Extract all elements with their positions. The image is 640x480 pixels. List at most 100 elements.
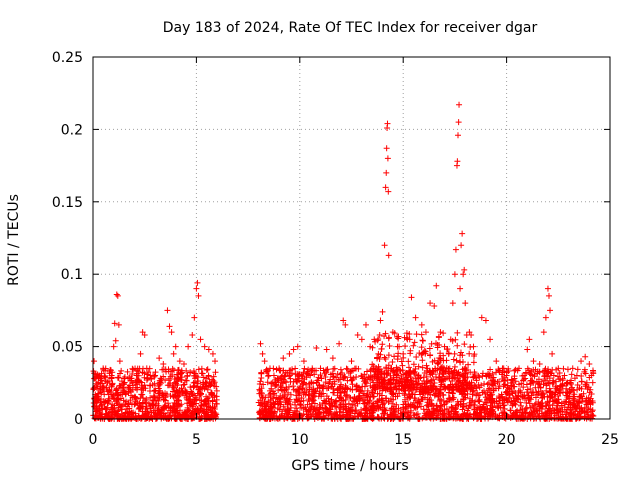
data-point xyxy=(328,402,335,409)
data-point xyxy=(121,374,128,381)
data-point xyxy=(543,382,550,389)
data-point xyxy=(480,407,487,414)
data-point xyxy=(283,399,290,406)
data-point xyxy=(487,391,494,398)
data-point xyxy=(437,350,444,357)
data-point xyxy=(415,363,422,370)
data-point xyxy=(164,307,171,314)
y-axis-label: ROTI / TECUs xyxy=(6,194,22,286)
data-point xyxy=(407,350,414,357)
data-point xyxy=(571,401,578,408)
data-point xyxy=(527,377,534,384)
data-point xyxy=(513,413,520,420)
data-point xyxy=(554,384,561,391)
data-point xyxy=(373,405,380,412)
data-point xyxy=(567,409,574,416)
data-point xyxy=(101,399,108,406)
data-point xyxy=(547,388,554,395)
data-point xyxy=(100,366,107,373)
data-point xyxy=(455,369,462,376)
data-point xyxy=(412,314,419,321)
data-point xyxy=(481,380,488,387)
data-point xyxy=(586,360,593,367)
data-point xyxy=(385,252,392,259)
data-point xyxy=(408,381,415,388)
data-point xyxy=(383,364,390,371)
data-point xyxy=(358,410,365,417)
data-point xyxy=(524,386,531,393)
data-point xyxy=(325,384,332,391)
plot-border xyxy=(92,56,611,420)
data-point xyxy=(286,407,293,414)
data-point xyxy=(96,407,103,414)
data-point xyxy=(493,358,500,365)
data-point xyxy=(504,397,511,404)
data-point xyxy=(379,341,386,348)
data-point xyxy=(457,352,464,359)
data-point xyxy=(123,398,130,405)
data-point xyxy=(208,389,215,396)
data-point xyxy=(523,399,530,406)
data-point xyxy=(531,401,538,408)
data-point xyxy=(455,132,462,139)
data-point xyxy=(429,402,436,409)
data-point xyxy=(304,368,311,375)
data-point xyxy=(353,382,360,389)
data-point xyxy=(117,370,124,377)
data-point xyxy=(188,388,195,395)
data-point xyxy=(397,410,404,417)
data-point xyxy=(347,410,354,417)
data-point xyxy=(352,396,359,403)
data-point xyxy=(320,409,327,416)
data-point xyxy=(387,384,394,391)
data-point xyxy=(282,372,289,379)
data-point xyxy=(310,397,317,404)
data-point xyxy=(259,350,266,357)
data-point xyxy=(305,391,312,398)
data-point xyxy=(527,396,534,403)
data-point xyxy=(91,385,98,392)
data-point xyxy=(299,415,306,422)
data-point xyxy=(304,401,311,408)
data-point xyxy=(433,282,440,289)
data-point xyxy=(367,343,374,350)
data-point xyxy=(518,380,525,387)
data-point xyxy=(385,369,392,376)
data-point xyxy=(395,350,402,357)
data-point xyxy=(383,169,390,176)
data-point xyxy=(376,385,383,392)
data-point xyxy=(153,414,160,421)
data-point xyxy=(479,389,486,396)
data-point xyxy=(379,308,386,315)
data-point xyxy=(370,406,377,413)
data-point xyxy=(501,381,508,388)
data-point xyxy=(320,385,327,392)
data-point xyxy=(532,384,539,391)
data-point xyxy=(299,378,306,385)
data-point xyxy=(179,388,186,395)
data-point xyxy=(141,382,148,389)
data-point xyxy=(547,394,554,401)
data-point xyxy=(462,365,469,372)
data-point xyxy=(555,365,562,372)
data-point xyxy=(164,382,171,389)
data-point xyxy=(387,376,394,383)
data-point xyxy=(430,376,437,383)
data-point xyxy=(570,393,577,400)
data-point xyxy=(530,358,537,365)
data-point xyxy=(335,376,342,383)
data-point xyxy=(180,360,187,367)
data-point xyxy=(462,374,469,381)
data-point xyxy=(292,376,299,383)
data-point xyxy=(120,387,127,394)
data-point xyxy=(418,344,425,351)
data-point xyxy=(382,330,389,337)
data-point xyxy=(104,379,111,386)
data-point xyxy=(297,383,304,390)
data-point xyxy=(364,387,371,394)
data-point xyxy=(339,369,346,376)
data-point xyxy=(197,336,204,343)
data-point xyxy=(310,396,317,403)
data-point xyxy=(271,391,278,398)
data-point xyxy=(411,383,418,390)
